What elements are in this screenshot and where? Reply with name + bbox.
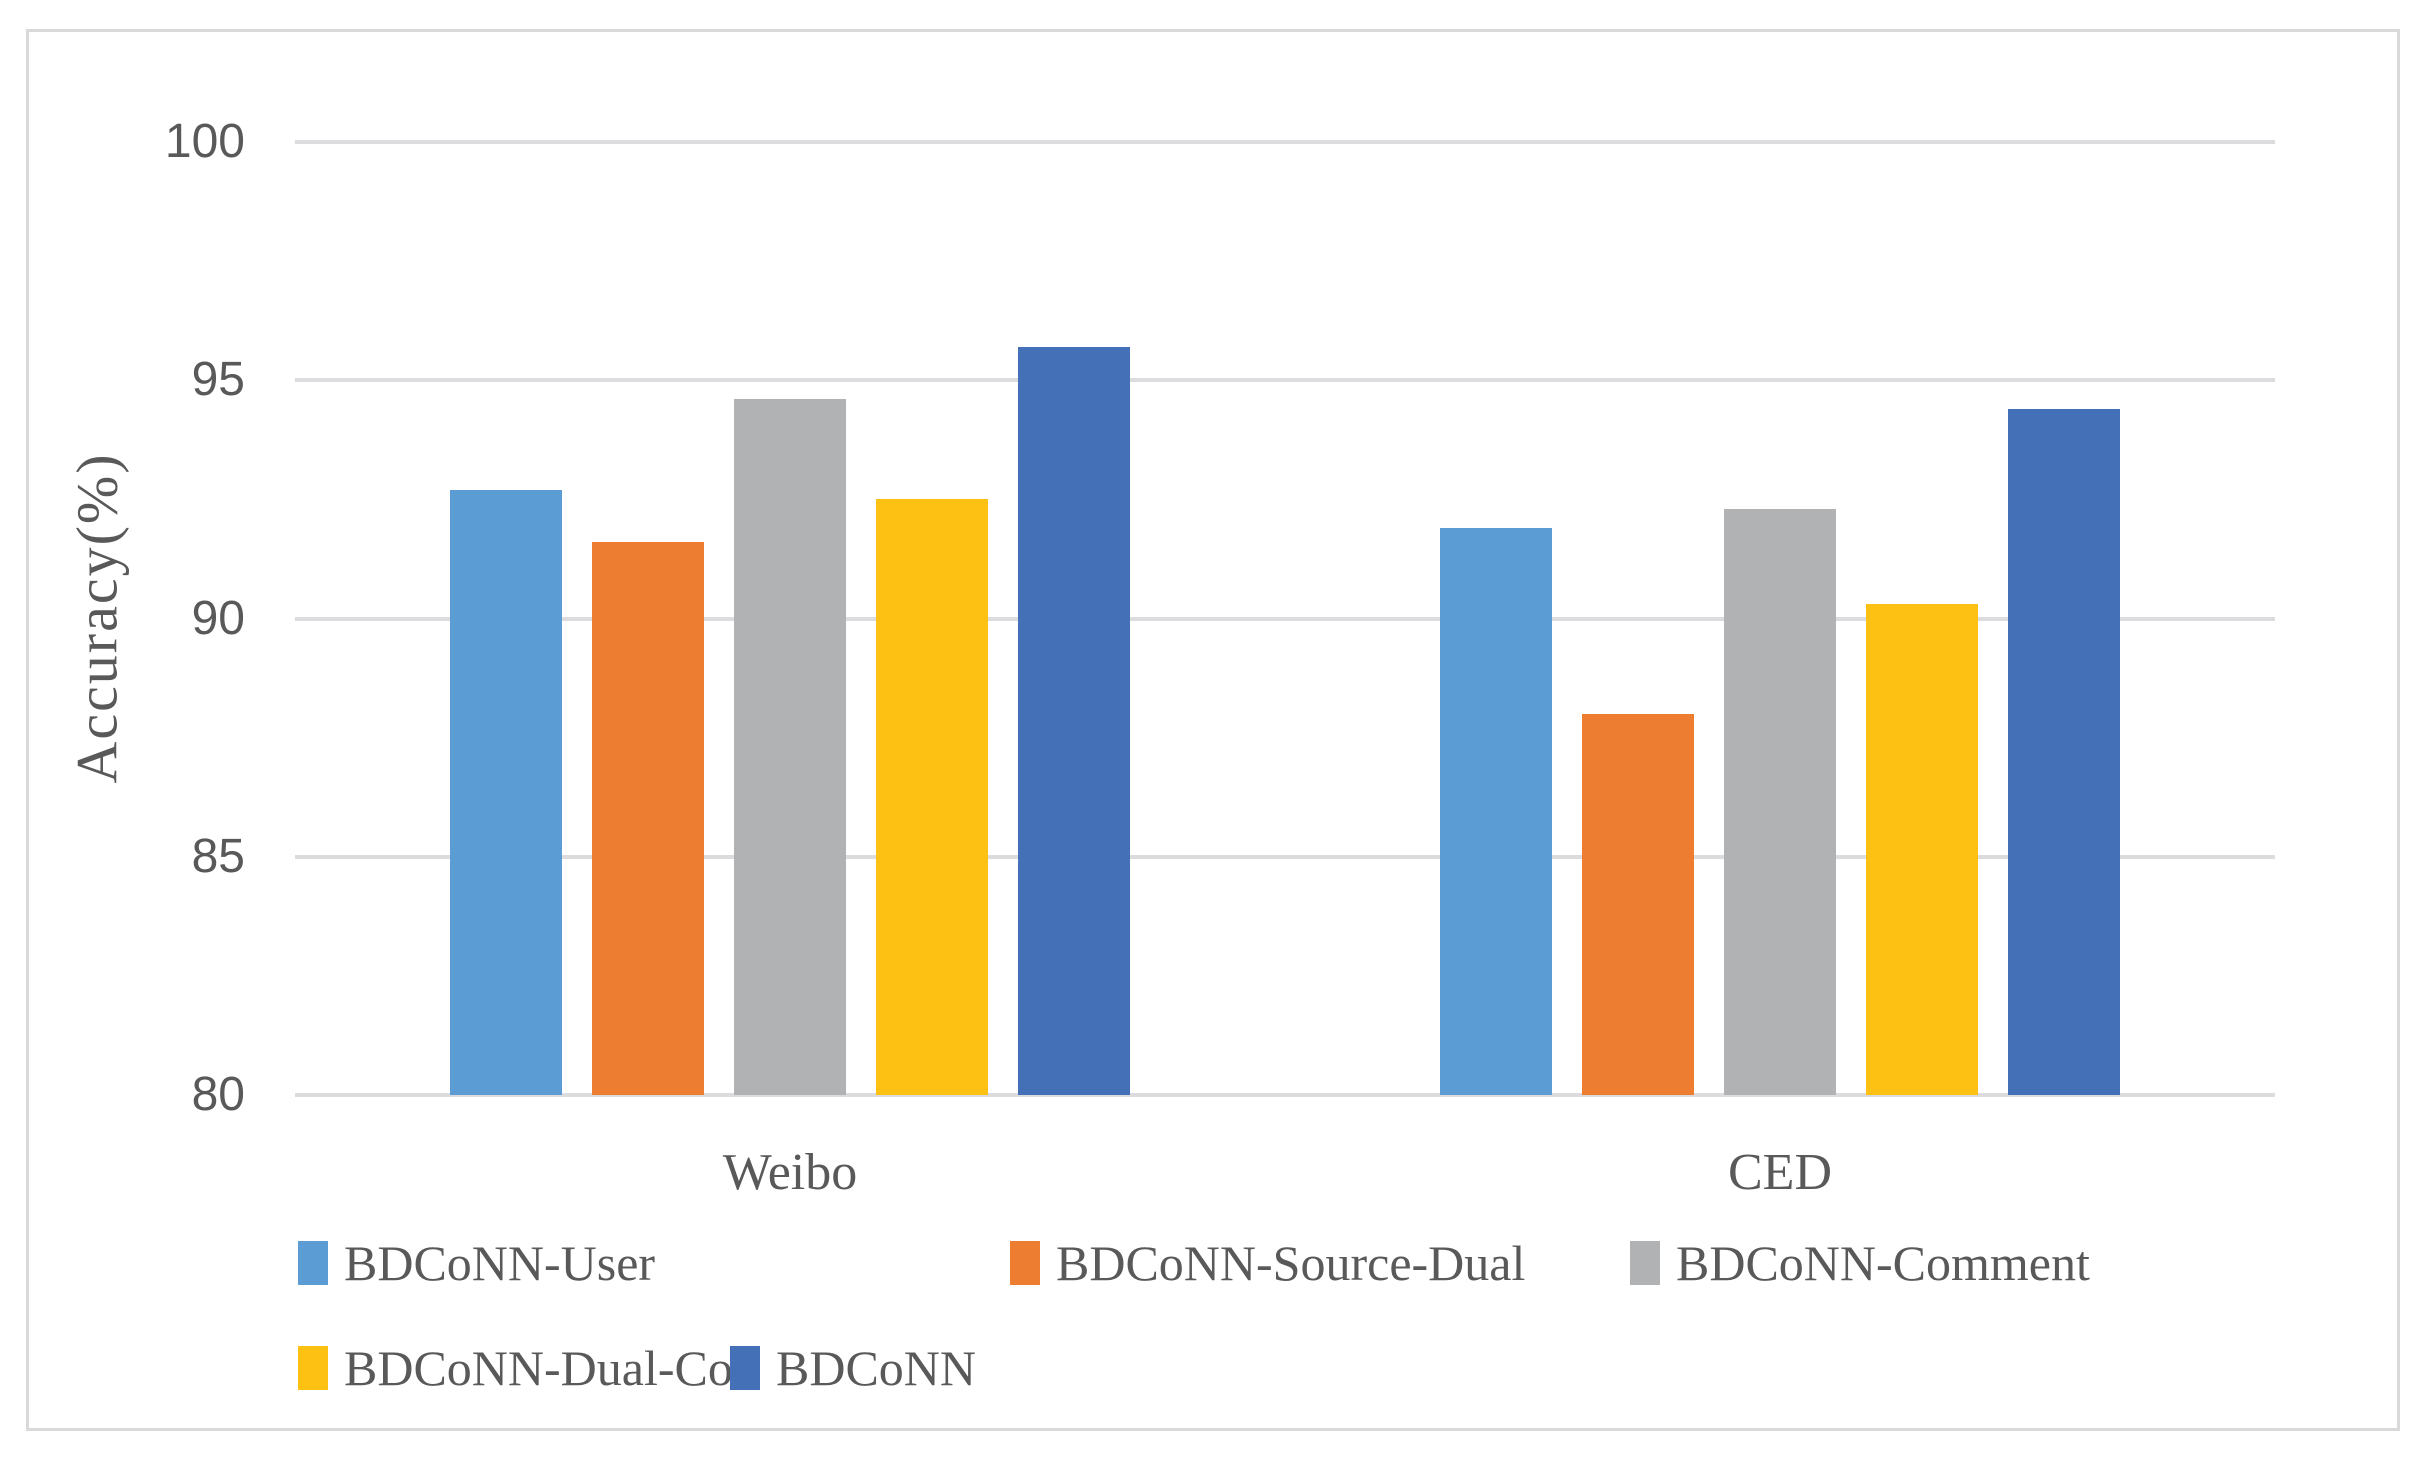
y-tick-label-100: 100	[164, 115, 245, 168]
bar-ced-bdconn-user	[1440, 527, 1552, 1095]
bar-ced-bdconn-dual-co	[1866, 604, 1978, 1095]
bar-weibo-bdconn-dual-co	[876, 499, 988, 1095]
gridline-y-85	[295, 854, 2275, 859]
gridline-y-90	[295, 616, 2275, 621]
bar-ced-bdconn-source-dual	[1582, 713, 1694, 1095]
chart-frame	[26, 29, 2400, 1431]
legend-item-bdconn: BDCoNN	[730, 1337, 976, 1399]
legend-label-bdconn: BDCoNN	[776, 1340, 977, 1396]
legend-swatch-bdconn-dual-co	[298, 1346, 328, 1390]
legend-label-bdconn-dual-co: BDCoNN-Dual-Co	[344, 1340, 733, 1396]
plot-area	[295, 140, 2275, 1097]
bar-ced-bdconn	[2008, 408, 2120, 1095]
category-label-ced: CED	[1728, 1144, 1832, 1201]
legend-label-bdconn-user: BDCoNN-User	[344, 1235, 656, 1291]
y-tick-label-90: 90	[191, 591, 245, 645]
gridline-y-100	[295, 140, 2275, 144]
bar-weibo-bdconn-source-dual	[592, 542, 704, 1095]
legend-label-bdconn-source-dual: BDCoNN-Source-Dual	[1056, 1235, 1526, 1291]
legend-item-bdconn-user: BDCoNN-User	[298, 1232, 655, 1294]
y-tick-label-95: 95	[191, 353, 245, 407]
legend-item-bdconn-source-dual: BDCoNN-Source-Dual	[1010, 1232, 1525, 1294]
legend-label-bdconn-comment: BDCoNN-Comment	[1676, 1235, 2090, 1291]
y-tick-label-80: 80	[191, 1068, 245, 1121]
bar-weibo-bdconn-comment	[734, 399, 846, 1095]
category-label-weibo: Weibo	[722, 1144, 858, 1201]
legend-swatch-bdconn	[730, 1346, 760, 1390]
legend-item-bdconn-dual-co: BDCoNN-Dual-Co	[298, 1337, 733, 1399]
gridline-y-95	[295, 378, 2275, 383]
legend-swatch-bdconn-source-dual	[1010, 1241, 1040, 1285]
bar-weibo-bdconn	[1018, 346, 1130, 1095]
bar-ced-bdconn-comment	[1724, 508, 1836, 1095]
bar-weibo-bdconn-user	[450, 489, 562, 1095]
y-tick-label-85: 85	[191, 829, 245, 883]
legend-swatch-bdconn-user	[298, 1241, 328, 1285]
gridline-y-80	[295, 1093, 2275, 1097]
legend-swatch-bdconn-comment	[1630, 1241, 1660, 1285]
legend-item-bdconn-comment: BDCoNN-Comment	[1630, 1232, 2090, 1294]
